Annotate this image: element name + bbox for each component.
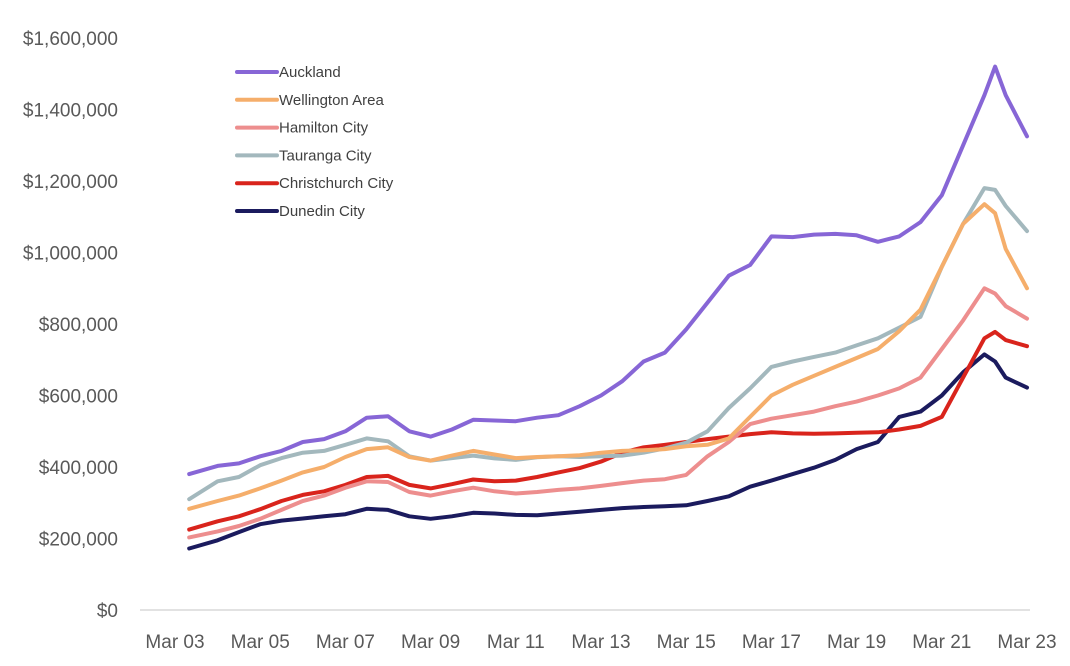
legend: Auckland Wellington Area Hamilton City Taur… (235, 64, 394, 220)
series-line-wellington-area (187, 202, 1029, 511)
y-tick-label: $1,600,000 (23, 29, 118, 50)
x-tick-label: Mar 11 (487, 632, 545, 653)
legend-label: Auckland (279, 64, 341, 81)
y-tick-label: $1,000,000 (23, 244, 118, 265)
x-tick-label: Mar 13 (571, 632, 630, 653)
legend-item: Christchurch City (235, 175, 394, 192)
legend-label: Wellington Area (279, 92, 384, 109)
x-tick-label: Mar 23 (997, 632, 1056, 653)
legend-item: Auckland (235, 64, 341, 81)
x-axis: Mar 03 Mar 05 Mar 07 Mar 09 Mar 11 Mar 13 Mar … (140, 609, 1057, 653)
legend-label: Tauranga City (279, 147, 372, 164)
y-tick-label: $800,000 (39, 315, 118, 336)
x-tick-label: Mar 05 (231, 632, 290, 653)
y-tick-label: $1,400,000 (23, 101, 118, 122)
y-tick-label: $600,000 (39, 387, 118, 408)
x-tick-label: Mar 21 (912, 632, 971, 653)
series-line-auckland (187, 64, 1029, 477)
y-tick-label: $200,000 (39, 530, 118, 551)
legend-item: Wellington Area (235, 92, 384, 109)
y-tick-label: $0 (97, 601, 118, 622)
x-tick-label: Mar 03 (145, 632, 204, 653)
legend-label: Christchurch City (279, 175, 394, 192)
legend-label: Hamilton City (279, 120, 369, 137)
x-tick-label: Mar 15 (657, 632, 716, 653)
series-lines (187, 64, 1029, 551)
x-tick-label: Mar 07 (316, 632, 375, 653)
series-line-hamilton-city (187, 286, 1029, 540)
x-tick-label: Mar 17 (742, 632, 801, 653)
x-tick-label: Mar 09 (401, 632, 460, 653)
y-tick-label: $400,000 (39, 458, 118, 479)
legend-item: Dunedin City (235, 203, 365, 220)
legend-item: Hamilton City (235, 120, 369, 137)
legend-label: Dunedin City (279, 203, 365, 220)
legend-item: Tauranga City (235, 147, 372, 164)
y-tick-label: $1,200,000 (23, 172, 118, 193)
series-line-dunedin-city (187, 352, 1029, 551)
x-tick-label: Mar 19 (827, 632, 886, 653)
y-axis: $0 $200,000 $400,000 $600,000 $800,000 $1,000… (23, 29, 118, 622)
